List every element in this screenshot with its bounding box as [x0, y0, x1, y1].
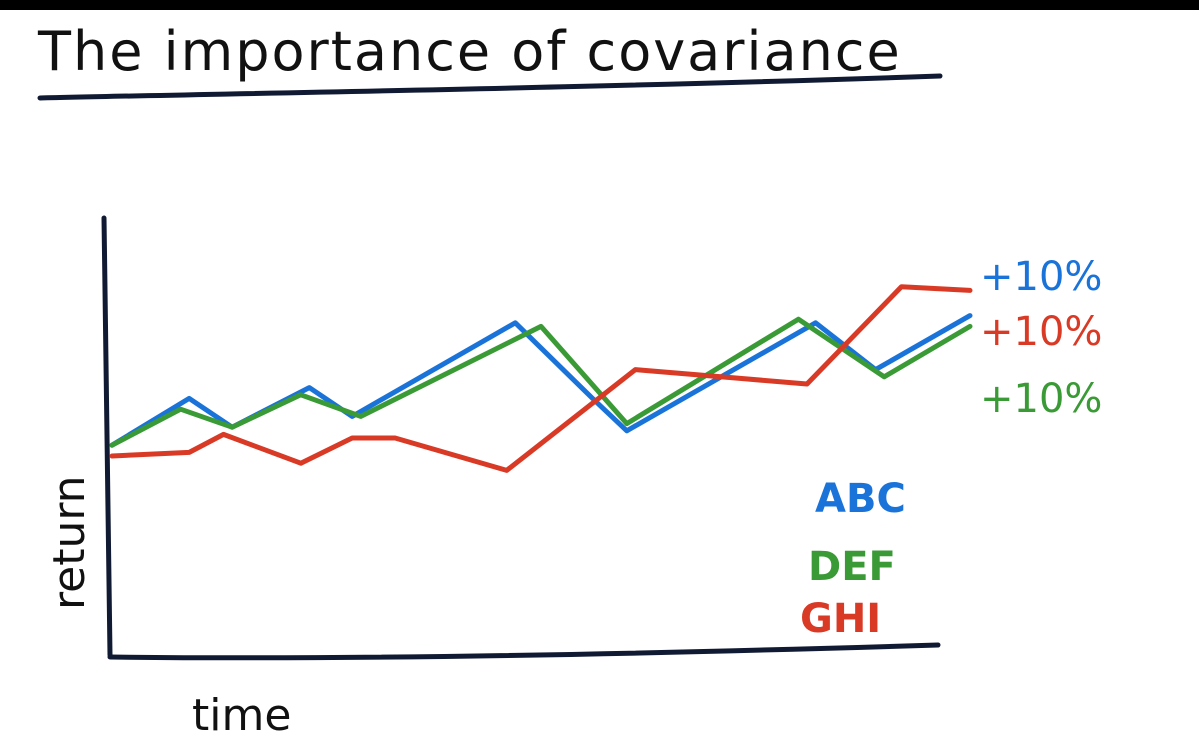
series-line-def — [109, 316, 973, 448]
title-underline — [37, 73, 943, 101]
x-axis — [107, 642, 941, 661]
legend-ghi: GHI — [800, 596, 881, 642]
y-axis — [101, 215, 113, 658]
x-axis-label: time — [192, 690, 291, 741]
top-black-bar — [0, 0, 1199, 10]
y-axis-label: return — [44, 475, 95, 610]
end-label-abc: +10% — [980, 254, 1102, 300]
legend-def: DEF — [808, 544, 896, 590]
legend-abc: ABC — [815, 476, 906, 522]
series-line-ghi — [109, 284, 973, 473]
end-label-def: +10% — [980, 376, 1102, 422]
series-line-abc — [109, 313, 973, 448]
end-label-ghi-position-2: +10% — [980, 309, 1102, 355]
chart-title: The importance of covariance — [37, 20, 902, 83]
